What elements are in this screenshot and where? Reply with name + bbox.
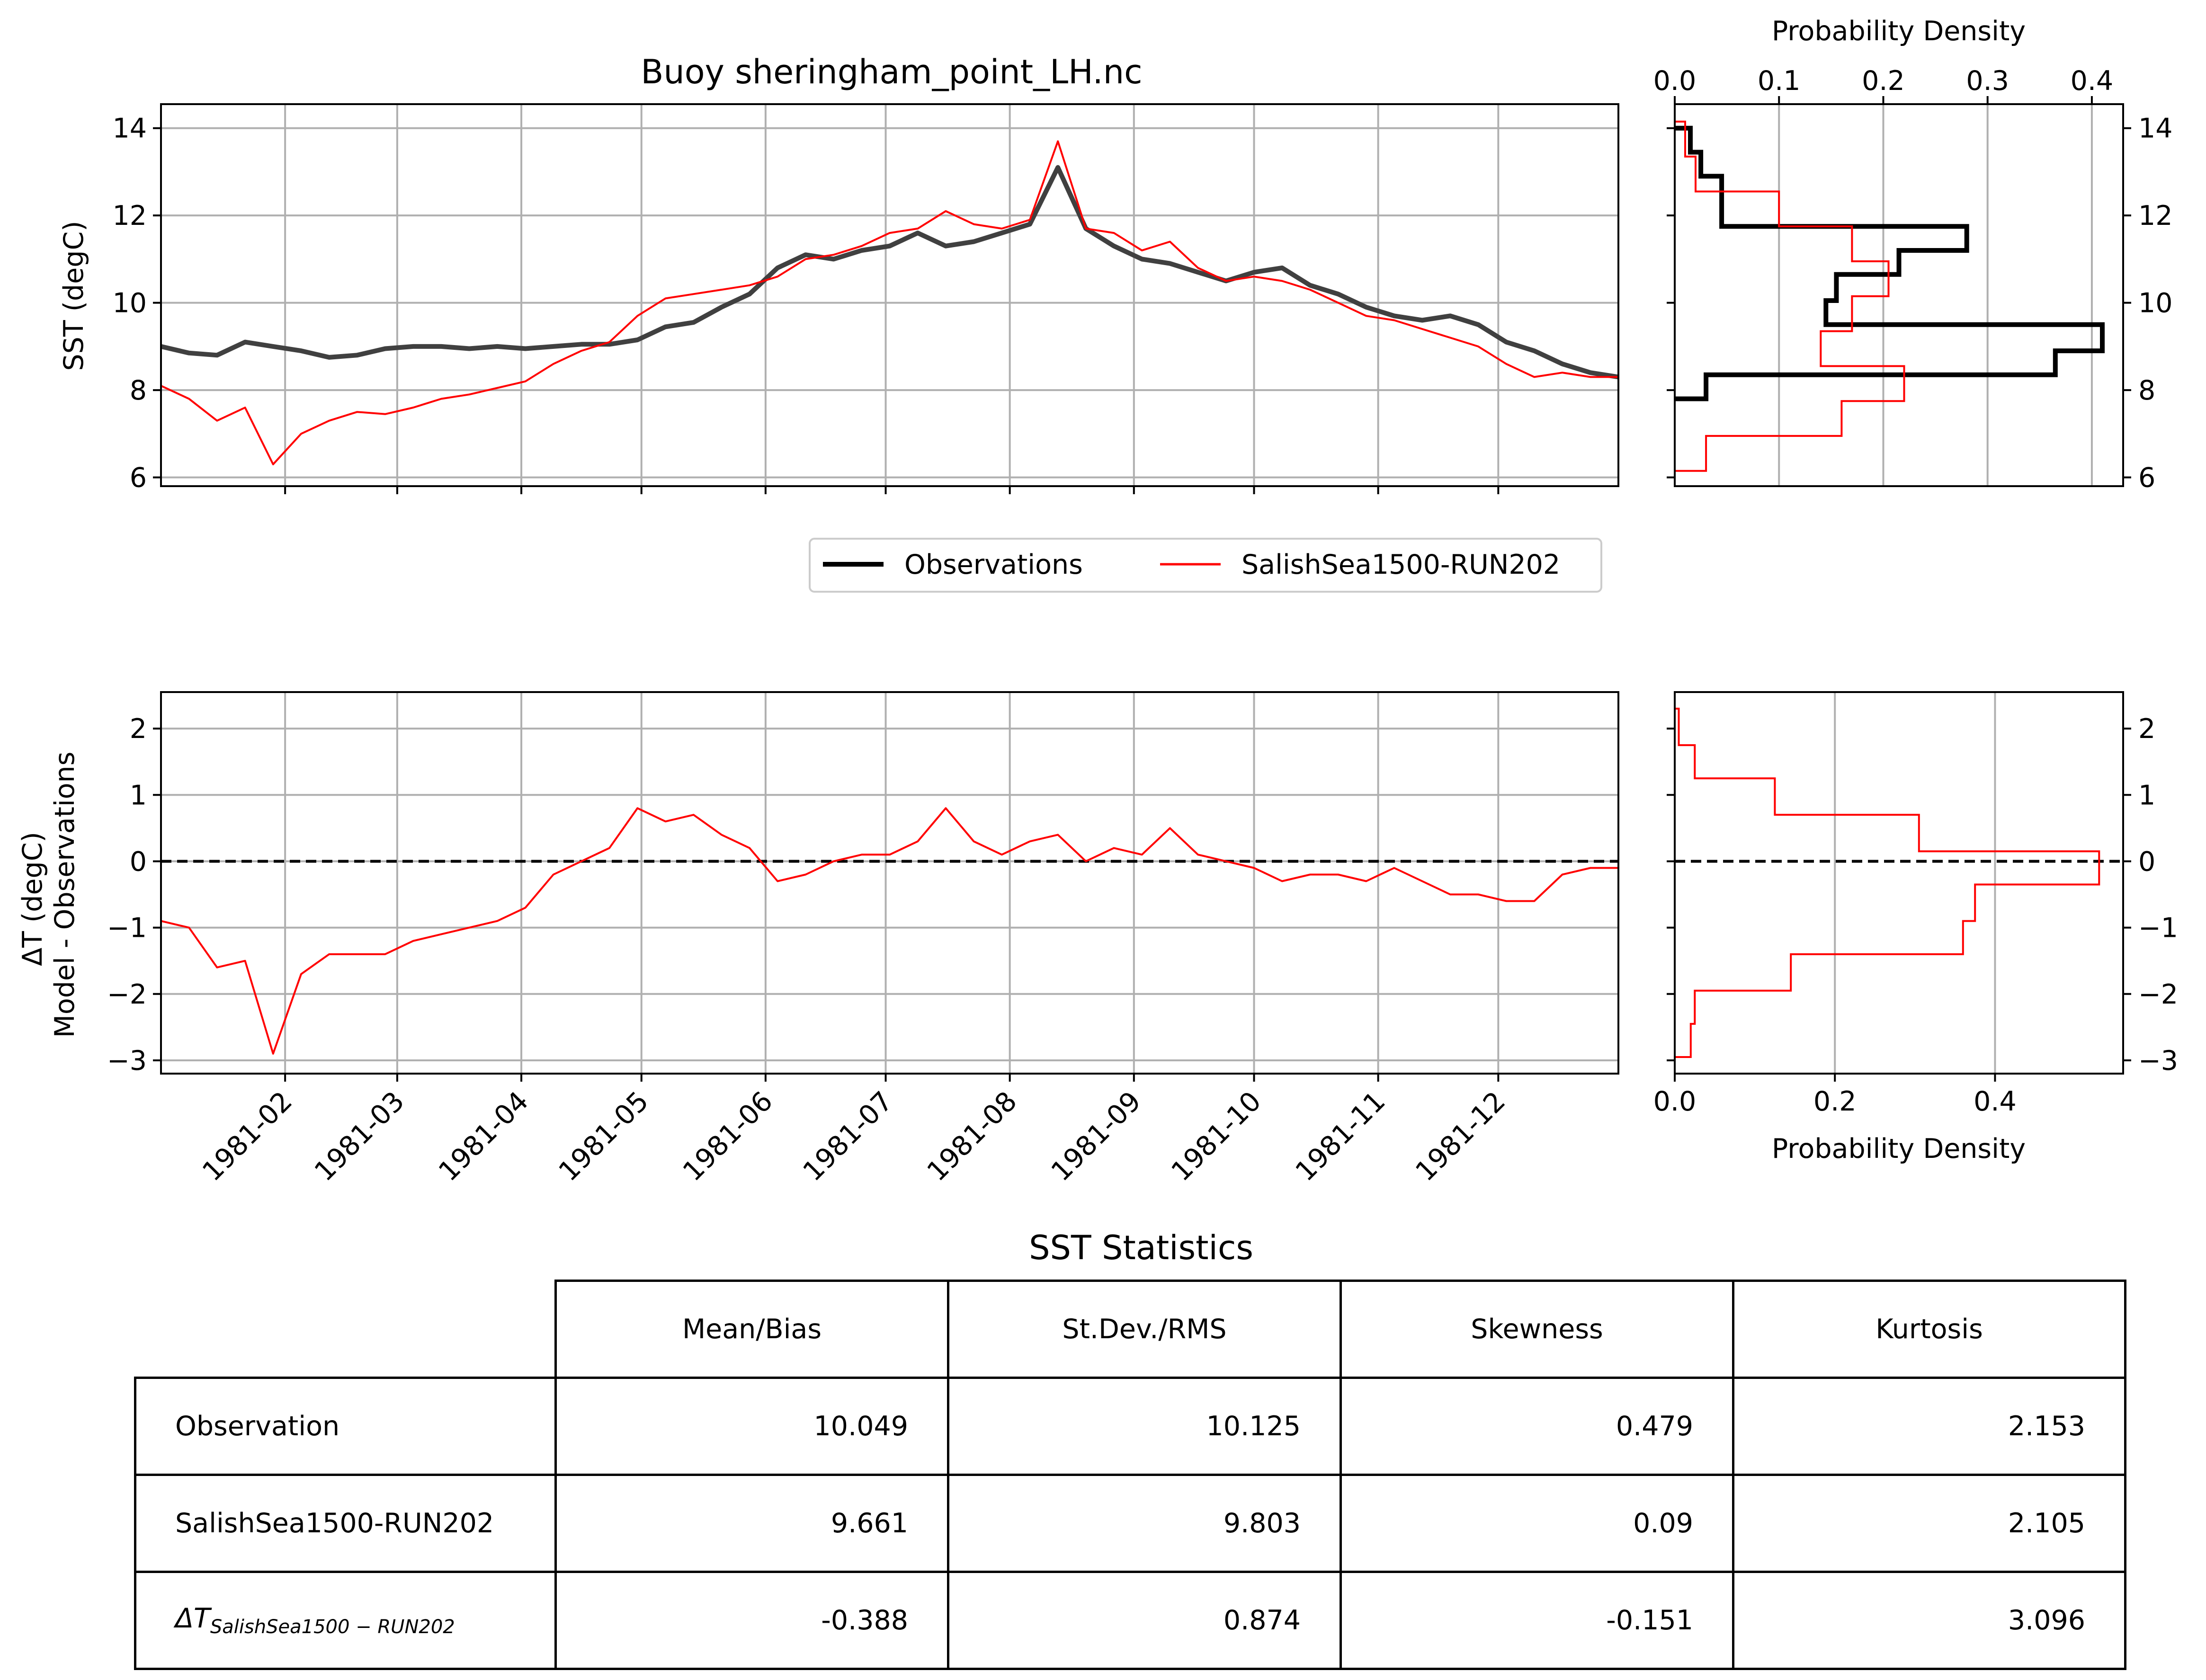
difference-histogram-panel: 0.0 0.2 0.4 2 1 0 −1 −2 −3 <box>1653 691 2178 1117</box>
y-tick-label: 10 <box>112 288 147 319</box>
diff-y-axis-label-line-2: Model - Observations <box>49 752 80 1038</box>
x-tick-label: 1981-08 <box>921 1085 1023 1187</box>
x-tick-label: 1981-10 <box>1165 1085 1267 1187</box>
legend-model-label: SalishSea1500-RUN202 <box>1241 549 1560 580</box>
table-cell: 10.125 <box>947 1377 1342 1476</box>
x-tick-label: 1981-11 <box>1289 1085 1391 1187</box>
table-column-header: St.Dev./RMS <box>947 1280 1342 1379</box>
x-tick-label: 1981-06 <box>677 1085 779 1187</box>
plot-frame <box>1674 103 2124 487</box>
difference-time-series-panel: 1981-02 1981-03 1981-04 1981-05 1981-06 1981-… <box>107 691 1619 1187</box>
y-tick-label: −1 <box>107 913 147 944</box>
table-cell: 2.105 <box>1732 1474 2126 1573</box>
table-cell: 9.661 <box>554 1474 949 1573</box>
x-tick-label: 0.1 <box>1758 65 1801 97</box>
y-tick-label: 2 <box>2138 713 2155 745</box>
plot-frame <box>160 691 1619 1075</box>
table-corner-cell <box>135 1281 556 1378</box>
sst-y-axis-label: SST (degC) <box>58 221 89 371</box>
table-row-label: ΔTSalishSea1500 − RUN202 <box>134 1571 557 1670</box>
legend-observations-label: Observations <box>904 549 1083 580</box>
y-tick-label: 6 <box>2138 462 2155 494</box>
plot-area <box>161 104 1618 486</box>
x-tick-label: 1981-07 <box>797 1085 899 1187</box>
y-tick-label: 1 <box>2138 780 2155 811</box>
plot-frame <box>1674 691 2124 1075</box>
stats-table-title: SST Statistics <box>1029 1228 1253 1267</box>
y-tick-label: −3 <box>107 1045 147 1076</box>
x-tick-label: 1981-09 <box>1045 1085 1147 1187</box>
y-tick-label: 0 <box>2138 846 2155 877</box>
table-cell: 10.049 <box>554 1377 949 1476</box>
histogram-step-observations <box>1674 125 2105 401</box>
x-tick-label: 0.2 <box>1813 1086 1857 1117</box>
diff-y-axis-label-line-1: ΔT (degC) <box>17 832 48 966</box>
x-tick-label: 0.3 <box>1966 65 2009 97</box>
y-tick-label: 14 <box>2138 113 2173 144</box>
table-column-header: Kurtosis <box>1732 1280 2126 1379</box>
legend: Observations SalishSea1500-RUN202 <box>809 538 1602 593</box>
table-header-row: Mean/Bias St.Dev./RMS Skewness Kurtosis <box>135 1280 2126 1379</box>
table-cell: 0.479 <box>1340 1377 1734 1476</box>
y-tick-label: −2 <box>2138 979 2178 1010</box>
histogram-step-salishsea1500-run202 <box>1674 120 1905 472</box>
delta-symbol: ΔT <box>175 1603 210 1634</box>
table-cell: 3.096 <box>1732 1571 2126 1670</box>
table-row: SalishSea1500-RUN202 9.661 9.803 0.09 2.… <box>134 1474 2126 1573</box>
y-tick-label: 6 <box>130 462 147 494</box>
table-cell: 2.153 <box>1732 1377 2126 1476</box>
plot-area <box>1675 692 2123 1074</box>
table-column-header: Skewness <box>1340 1280 1734 1379</box>
y-tick-label: 12 <box>2138 200 2173 231</box>
x-tick-label: 0.0 <box>1653 65 1697 97</box>
x-tick-label: 1981-02 <box>196 1085 298 1187</box>
hist2-x-axis-label: Probability Density <box>1772 1133 2026 1164</box>
hist1-x-axis-label: Probability Density <box>1772 16 2026 47</box>
sst-chart-title: Buoy sheringham_point_LH.nc <box>641 53 1142 91</box>
series-line-observations <box>160 165 1619 380</box>
y-tick-label: 1 <box>130 780 147 811</box>
y-tick-label: −2 <box>107 979 147 1010</box>
table-cell: -0.151 <box>1340 1571 1734 1670</box>
x-tick-label: 1981-03 <box>309 1085 411 1187</box>
series-line-salishsea1500-run202 <box>161 807 1618 1055</box>
sst-statistics-table: Mean/Bias St.Dev./RMS Skewness Kurtosis … <box>134 1280 2126 1670</box>
x-tick-label: 1981-12 <box>1410 1085 1511 1187</box>
table-cell: 0.09 <box>1340 1474 1734 1573</box>
x-tick-label: 0.2 <box>1862 65 1905 97</box>
x-tick-label: 1981-05 <box>553 1085 655 1187</box>
table-row: Observation 10.049 10.125 0.479 2.153 <box>134 1377 2126 1476</box>
table-cell: -0.388 <box>554 1571 949 1670</box>
y-tick-label: 2 <box>130 713 147 745</box>
y-tick-label: 10 <box>2138 288 2173 319</box>
series-line-salishsea1500-run202 <box>161 140 1618 465</box>
plot-area <box>161 692 1618 1074</box>
x-tick-label: 0.4 <box>1974 1086 2017 1117</box>
table-row-label: SalishSea1500-RUN202 <box>134 1474 557 1573</box>
plot-area <box>1675 104 2123 486</box>
delta-subscript: SalishSea1500 − RUN202 <box>210 1616 455 1638</box>
table-cell: 9.803 <box>947 1474 1342 1573</box>
histogram-step-salishsea1500-run202 <box>1674 707 2100 1058</box>
x-tick-label: 0.0 <box>1653 1086 1697 1117</box>
table-column-header: Mean/Bias <box>554 1280 949 1379</box>
y-tick-label: −3 <box>2138 1045 2178 1076</box>
table-row-label: Observation <box>134 1377 557 1476</box>
x-tick-label: 1981-04 <box>433 1085 535 1187</box>
table-cell: 0.874 <box>947 1571 1342 1670</box>
plot-frame <box>160 103 1619 487</box>
table-row: ΔTSalishSea1500 − RUN202 -0.388 0.874 -0… <box>134 1571 2126 1670</box>
y-tick-label: −1 <box>2138 913 2178 944</box>
y-tick-label: 8 <box>130 375 147 406</box>
y-tick-label: 8 <box>2138 375 2155 406</box>
x-tick-label: 0.4 <box>2071 65 2114 97</box>
sst-time-series-panel: 6 8 10 12 14 <box>112 103 1619 494</box>
diff-y-axis-label: ΔT (degC) Model - Observations <box>17 752 80 1038</box>
y-tick-label: 12 <box>112 200 147 231</box>
y-tick-label: 14 <box>112 113 147 144</box>
sst-histogram-panel: 0.0 0.1 0.2 0.3 0.4 6 8 10 12 14 <box>1653 65 2173 494</box>
y-tick-label: 0 <box>130 846 147 877</box>
